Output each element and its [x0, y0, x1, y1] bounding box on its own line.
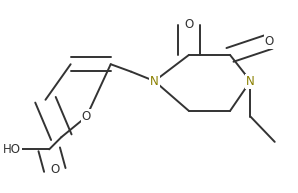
Text: O: O [50, 163, 59, 176]
Text: O: O [265, 35, 274, 48]
Text: N: N [150, 74, 159, 88]
Text: O: O [184, 19, 194, 31]
Text: O: O [82, 110, 91, 123]
Text: HO: HO [3, 143, 21, 156]
Text: N: N [246, 74, 255, 88]
